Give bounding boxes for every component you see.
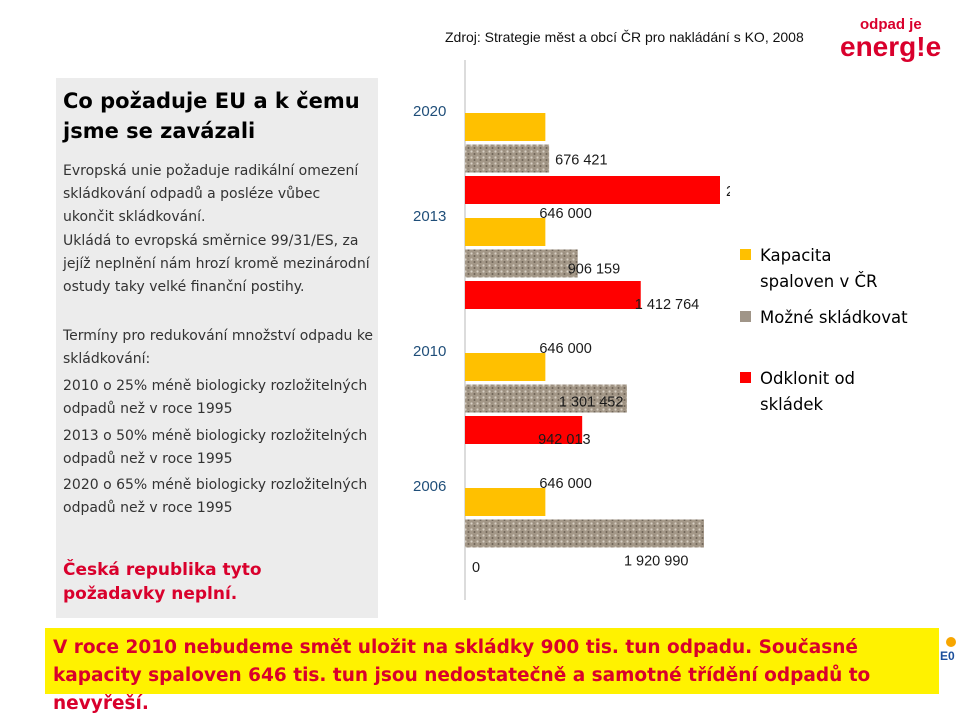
svg-text:energ!e: energ!e	[840, 31, 941, 62]
deadline-2013: 2013 o 50% méně biologicky rozložitelnýc…	[63, 428, 368, 467]
bar-2020-series-3	[465, 176, 720, 204]
data-label-2010-series-1: 646 000	[539, 341, 591, 357]
legend-swatch-landfill	[740, 311, 751, 322]
bar-2006-series-1	[465, 488, 546, 516]
legend-label-landfill: Možné skládkovat	[760, 308, 908, 327]
landfill-bar-chart: 2020 676 421 2 049 959 2013 646 000 906 159 1 …	[413, 60, 730, 600]
deadline-2020: 2020 o 65% méně biologicky rozložitelnýc…	[63, 477, 368, 516]
category-label-2010: 2010	[413, 343, 446, 360]
paragraph-eu: Evropská unie požaduje radikální omezení…	[63, 163, 359, 225]
bar-2010-series-2	[465, 384, 627, 413]
bar-2013-series-2	[465, 249, 578, 278]
data-label-2013-series-3: 1 412 764	[635, 297, 700, 313]
bar-2013-series-3	[465, 281, 641, 309]
data-label-2006-series-2: 1 920 990	[624, 554, 689, 570]
bar-2020-series-1	[465, 113, 546, 141]
bar-2020-series-2	[465, 144, 550, 173]
axis-zero-label: 0	[472, 560, 480, 576]
corner-logo-fragment: E0	[940, 637, 956, 663]
left-text-panel	[56, 78, 378, 618]
paragraph-directive: Ukládá to evropská směrnice 99/31/ES, za…	[63, 233, 370, 295]
data-label-2010-series-2: 1 301 452	[559, 395, 624, 411]
category-label-2013: 2013	[413, 208, 446, 225]
odpad-je-energie-logo: odpad je energ!e	[840, 16, 941, 62]
svg-text:odpad je: odpad je	[860, 16, 922, 33]
data-label-2020-series-2: 676 421	[555, 153, 607, 169]
data-label-2020-series-3: 2 049 959	[726, 184, 730, 200]
bottom-message: V roce 2010 nebudeme smět uložit na sklá…	[53, 637, 871, 714]
data-label-2010-series-3: 942 013	[538, 432, 590, 448]
bottom-message-bar: V roce 2010 nebudeme smět uložit na sklá…	[45, 628, 939, 714]
legend-swatch-divert	[740, 372, 751, 383]
bar-2010-series-3	[465, 416, 583, 444]
source-caption: Zdroj: Strategie měst a obcí ČR pro nakl…	[445, 29, 804, 45]
legend-label-divert: Odklonit od skládek	[760, 369, 856, 414]
deadline-2010: 2010 o 25% méně biologicky rozložitelnýc…	[63, 378, 368, 417]
bar-2006-series-2	[465, 519, 704, 548]
bar-2010-series-1	[465, 353, 546, 381]
legend-swatch-capacity	[740, 249, 751, 260]
bar-2013-series-1	[465, 218, 546, 246]
conclusion-text: Česká republika tyto požadavky neplní.	[63, 560, 262, 604]
category-label-2006: 2006	[413, 478, 446, 495]
category-label-2020: 2020	[413, 103, 446, 120]
data-label-2013-series-1: 646 000	[539, 206, 591, 222]
svg-text:E0: E0	[940, 649, 955, 663]
page-title: Co požaduje EU a k čemu jsme se zavázali	[63, 89, 360, 143]
data-label-2006-series-1: 646 000	[539, 476, 591, 492]
paragraph-deadlines: Termíny pro redukování množství odpadu k…	[63, 328, 374, 367]
data-label-2013-series-2: 906 159	[568, 262, 620, 278]
legend-label-capacity: Kapacita spaloven v ČR	[760, 246, 878, 291]
